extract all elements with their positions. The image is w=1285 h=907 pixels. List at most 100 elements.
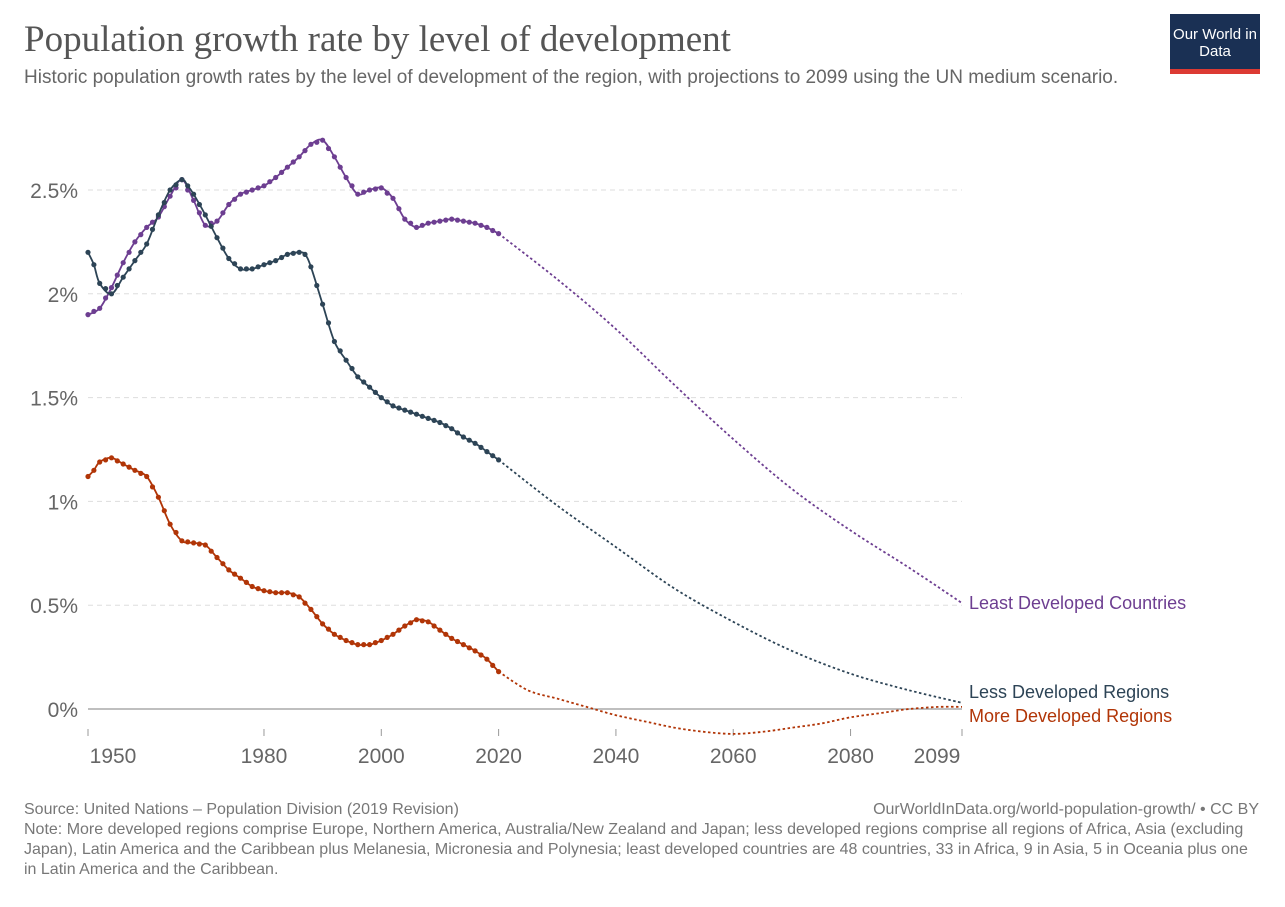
data-point[interactable]	[261, 262, 267, 268]
data-point[interactable]	[443, 631, 449, 637]
data-point[interactable]	[384, 190, 390, 196]
data-point[interactable]	[460, 642, 466, 648]
data-point[interactable]	[337, 164, 343, 170]
data-point[interactable]	[91, 467, 97, 473]
data-point[interactable]	[308, 264, 314, 270]
data-point[interactable]	[185, 539, 191, 545]
data-point[interactable]	[126, 464, 132, 470]
data-point[interactable]	[167, 187, 173, 193]
data-point[interactable]	[296, 249, 302, 255]
data-point[interactable]	[103, 457, 109, 463]
data-point[interactable]	[85, 249, 91, 255]
data-point[interactable]	[472, 220, 478, 226]
data-point[interactable]	[167, 193, 173, 199]
data-point[interactable]	[408, 220, 414, 226]
data-point[interactable]	[302, 600, 308, 606]
data-point[interactable]	[355, 642, 361, 648]
data-point[interactable]	[320, 621, 326, 627]
data-point[interactable]	[361, 189, 367, 195]
data-point[interactable]	[460, 218, 466, 224]
data-point[interactable]	[91, 308, 97, 314]
series-less[interactable]	[85, 177, 963, 704]
data-point[interactable]	[155, 494, 161, 500]
data-point[interactable]	[490, 662, 496, 669]
data-point[interactable]	[431, 623, 437, 629]
data-point[interactable]	[325, 626, 332, 632]
data-point[interactable]	[237, 191, 244, 197]
data-point[interactable]	[402, 623, 408, 629]
data-point[interactable]	[267, 179, 273, 185]
data-point[interactable]	[413, 411, 420, 417]
data-point[interactable]	[490, 453, 496, 459]
data-point[interactable]	[302, 148, 308, 154]
data-point[interactable]	[367, 187, 373, 193]
data-point[interactable]	[454, 430, 461, 436]
data-point[interactable]	[419, 222, 425, 228]
data-point[interactable]	[449, 426, 455, 432]
data-point[interactable]	[261, 588, 267, 594]
data-point[interactable]	[97, 459, 103, 465]
data-point[interactable]	[314, 139, 320, 145]
data-point[interactable]	[443, 423, 449, 429]
data-point[interactable]	[478, 444, 484, 450]
data-point[interactable]	[167, 521, 173, 527]
data-point[interactable]	[390, 403, 396, 409]
data-point[interactable]	[296, 154, 302, 160]
data-point[interactable]	[220, 561, 226, 567]
data-point[interactable]	[255, 586, 261, 592]
series-least[interactable]	[85, 137, 963, 604]
data-point[interactable]	[273, 258, 279, 264]
data-point[interactable]	[103, 286, 109, 292]
data-point[interactable]	[478, 652, 484, 658]
data-point[interactable]	[443, 217, 449, 223]
data-point[interactable]	[202, 542, 208, 548]
data-point[interactable]	[144, 241, 150, 247]
data-point[interactable]	[320, 301, 326, 307]
data-point[interactable]	[255, 185, 261, 191]
data-point[interactable]	[437, 419, 443, 426]
owid-logo-icon[interactable]: Our World in Data	[1170, 14, 1260, 74]
data-point[interactable]	[202, 212, 208, 218]
data-point[interactable]	[208, 548, 214, 554]
data-point[interactable]	[120, 274, 126, 280]
data-point[interactable]	[243, 579, 249, 586]
data-point[interactable]	[138, 470, 144, 476]
data-point[interactable]	[308, 141, 314, 147]
data-point[interactable]	[202, 222, 208, 228]
data-point[interactable]	[279, 169, 285, 175]
data-point[interactable]	[367, 384, 373, 390]
data-point[interactable]	[343, 637, 349, 644]
data-point[interactable]	[408, 409, 414, 415]
data-point[interactable]	[132, 467, 138, 473]
data-point[interactable]	[149, 219, 156, 225]
data-point[interactable]	[290, 250, 296, 256]
data-point[interactable]	[355, 191, 361, 197]
source-link[interactable]: OurWorldInData.org/world-population-grow…	[873, 801, 1259, 818]
data-point[interactable]	[296, 594, 302, 600]
data-point[interactable]	[390, 631, 396, 637]
data-point[interactable]	[284, 251, 290, 257]
data-point[interactable]	[226, 255, 232, 262]
data-point[interactable]	[466, 437, 472, 443]
data-point[interactable]	[91, 262, 97, 268]
data-point[interactable]	[402, 407, 408, 413]
data-point[interactable]	[290, 592, 296, 598]
data-point[interactable]	[378, 637, 384, 644]
data-point[interactable]	[472, 440, 478, 446]
data-point[interactable]	[149, 484, 156, 490]
data-point[interactable]	[191, 191, 197, 197]
data-point[interactable]	[349, 365, 355, 372]
data-point[interactable]	[261, 183, 267, 189]
data-point[interactable]	[273, 590, 279, 596]
data-point[interactable]	[484, 224, 490, 230]
data-point[interactable]	[173, 182, 179, 188]
data-point[interactable]	[384, 634, 390, 641]
data-point[interactable]	[320, 137, 326, 143]
data-point[interactable]	[214, 554, 220, 561]
data-point[interactable]	[161, 199, 167, 206]
data-point[interactable]	[449, 635, 455, 642]
data-point[interactable]	[179, 177, 185, 183]
data-point[interactable]	[349, 640, 355, 646]
data-point[interactable]	[226, 201, 232, 208]
data-point[interactable]	[220, 245, 226, 251]
